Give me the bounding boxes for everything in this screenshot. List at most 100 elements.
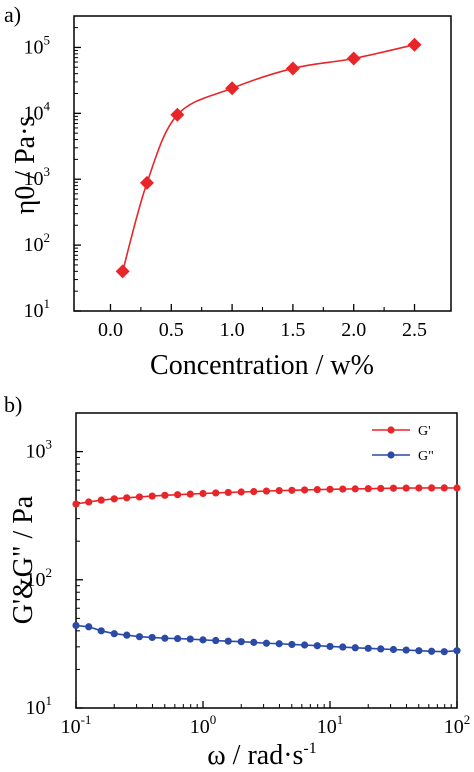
panel-a-label: a) bbox=[4, 2, 21, 27]
panel-b-data-point bbox=[97, 496, 105, 504]
panel-b-data-point bbox=[199, 489, 207, 498]
panel-b-x-tick-base: 10 bbox=[444, 716, 464, 738]
panel-b-data-point bbox=[161, 634, 169, 642]
panel-b-data-point bbox=[199, 636, 207, 644]
panel-a-x-tick-label: 1.5 bbox=[280, 319, 305, 341]
panel-a-y-tick-label: 101 bbox=[24, 296, 51, 322]
panel-a-y-tick-exponent: 3 bbox=[44, 164, 51, 179]
panel-a-fit-line bbox=[121, 43, 415, 272]
panel-a-x-tick-label: 0.0 bbox=[98, 319, 123, 341]
panel-a-y-tick-exponent: 1 bbox=[44, 296, 51, 311]
panel-b-y-tick-exponent: 1 bbox=[46, 693, 53, 708]
legend-swatch-marker bbox=[387, 451, 395, 459]
panel-b-data-point bbox=[262, 487, 271, 495]
panel-b-data-point bbox=[428, 647, 436, 655]
panel-b-legend: G' G" bbox=[372, 424, 434, 464]
panel-b-data-point bbox=[364, 485, 372, 493]
panel-b-series-line-1 bbox=[75, 624, 458, 653]
panel-b-data-point bbox=[72, 621, 80, 630]
panel-b-data-point bbox=[415, 647, 423, 655]
panel-a-x-tick-label: 1.0 bbox=[220, 319, 245, 341]
panel-a-plot-frame bbox=[73, 15, 452, 312]
panel-b-label: b) bbox=[4, 392, 22, 417]
panel-b-data-point bbox=[402, 484, 410, 492]
panel-b-data-point bbox=[85, 623, 93, 631]
panel-b-data-point bbox=[85, 498, 93, 506]
panel-a-y-axis-title: η0 / Pa·s bbox=[10, 116, 41, 215]
panel-a-y-tick-base: 10 bbox=[24, 102, 44, 124]
panel-a-data-point bbox=[285, 61, 300, 76]
panel-b-x-tick-label: 10-1 bbox=[61, 712, 92, 738]
panel-a-x-axis-title: Concentration / w% bbox=[150, 350, 374, 381]
panel-b-x-tick-exponent: -1 bbox=[81, 712, 92, 727]
panel-b-data-point bbox=[326, 485, 334, 493]
panel-b-y-axis-title: G'&G" / Pa bbox=[8, 495, 39, 624]
panel-b-data-point bbox=[224, 488, 232, 497]
panel-b-data-point bbox=[250, 638, 258, 646]
panel-b-data-point bbox=[110, 495, 118, 503]
panel-a-data-point bbox=[115, 264, 130, 279]
panel-b-data-point bbox=[148, 492, 156, 500]
panel-b-data-point bbox=[237, 638, 245, 646]
panel-b-data-point bbox=[97, 627, 105, 635]
panel-b-data-point bbox=[339, 643, 347, 651]
panel-b-x-axis-title: ω / rad·s-1 bbox=[207, 740, 317, 771]
panel-a-y-tick-base: 10 bbox=[24, 234, 44, 256]
panel-a-data-point bbox=[170, 107, 185, 122]
panel-a-data-point bbox=[407, 37, 422, 52]
panel-b-data-point bbox=[110, 630, 118, 638]
panel-b-data-point bbox=[313, 642, 321, 650]
panel-b-data-point bbox=[148, 633, 156, 642]
panel-b-x-tick-label: 102 bbox=[444, 712, 471, 738]
panel-b-data-point bbox=[288, 640, 296, 649]
panel-b-data-point bbox=[123, 494, 131, 502]
panel-b-data-point bbox=[186, 635, 194, 643]
panel-b-x-tick-base: 10 bbox=[317, 716, 337, 738]
panel-b-x-tick-exponent: 2 bbox=[464, 712, 471, 727]
panel-a-y-tick-label: 103 bbox=[24, 164, 51, 190]
panel-b-data-point bbox=[135, 493, 144, 501]
legend-label: G" bbox=[418, 449, 434, 464]
panel-b-data-point bbox=[224, 637, 232, 645]
panel-b-data-point bbox=[313, 486, 321, 494]
panel-a-data-point bbox=[346, 51, 361, 66]
panel-b-data-point bbox=[326, 642, 334, 651]
panel-b-x-ticks: 10-1 100 101 102 bbox=[61, 701, 471, 738]
panel-a-data-point bbox=[139, 175, 154, 190]
panel-b-x-tick-base: 10 bbox=[190, 716, 210, 738]
panel-b-data-point bbox=[402, 646, 410, 654]
panel-b-data-point bbox=[250, 487, 258, 496]
panel-b-y-tick-label: 101 bbox=[26, 693, 53, 719]
panel-b-data-point bbox=[186, 490, 194, 498]
panel-b-data-point bbox=[212, 636, 220, 645]
panel-b-y-tick-label: 102 bbox=[26, 565, 53, 591]
panel-a-y-tick-exponent: 4 bbox=[44, 98, 51, 113]
panel-b-data-point bbox=[389, 484, 398, 492]
panel-a-y-tick-label: 102 bbox=[24, 230, 51, 256]
panel-b-series bbox=[72, 484, 461, 656]
panel-b-data-point bbox=[428, 484, 436, 492]
panel-b-data-point bbox=[262, 639, 271, 647]
panel-b-data-point bbox=[453, 484, 461, 492]
panel-b-data-point bbox=[440, 484, 448, 492]
panel-b-x-tick-label: 100 bbox=[190, 712, 217, 738]
panel-a-x-tick-label: 2.5 bbox=[402, 319, 427, 341]
panel-b-data-point bbox=[275, 487, 283, 495]
panel-a-data-point bbox=[225, 81, 240, 96]
panel-b-data-point bbox=[377, 484, 385, 493]
panel-b-data-point bbox=[123, 631, 131, 639]
panel-b-plot-frame bbox=[75, 412, 458, 709]
panel-b-data-point bbox=[301, 641, 309, 649]
panel-b-data-point bbox=[377, 645, 385, 653]
panel-b-x-tick-label: 101 bbox=[317, 712, 344, 738]
panel-a-x-ticks: 0.0 0.5 1.0 1.5 2.0 2.5 bbox=[98, 304, 427, 341]
panel-b-x-tick-exponent: 1 bbox=[337, 712, 344, 727]
panel-b-y-tick-exponent: 2 bbox=[46, 565, 53, 580]
panel-a-y-tick-label: 105 bbox=[24, 32, 51, 58]
panel-b-y-tick-exponent: 3 bbox=[46, 437, 53, 452]
panel-b-data-point bbox=[212, 489, 220, 497]
panel-b-x-tick-base: 10 bbox=[61, 716, 81, 738]
